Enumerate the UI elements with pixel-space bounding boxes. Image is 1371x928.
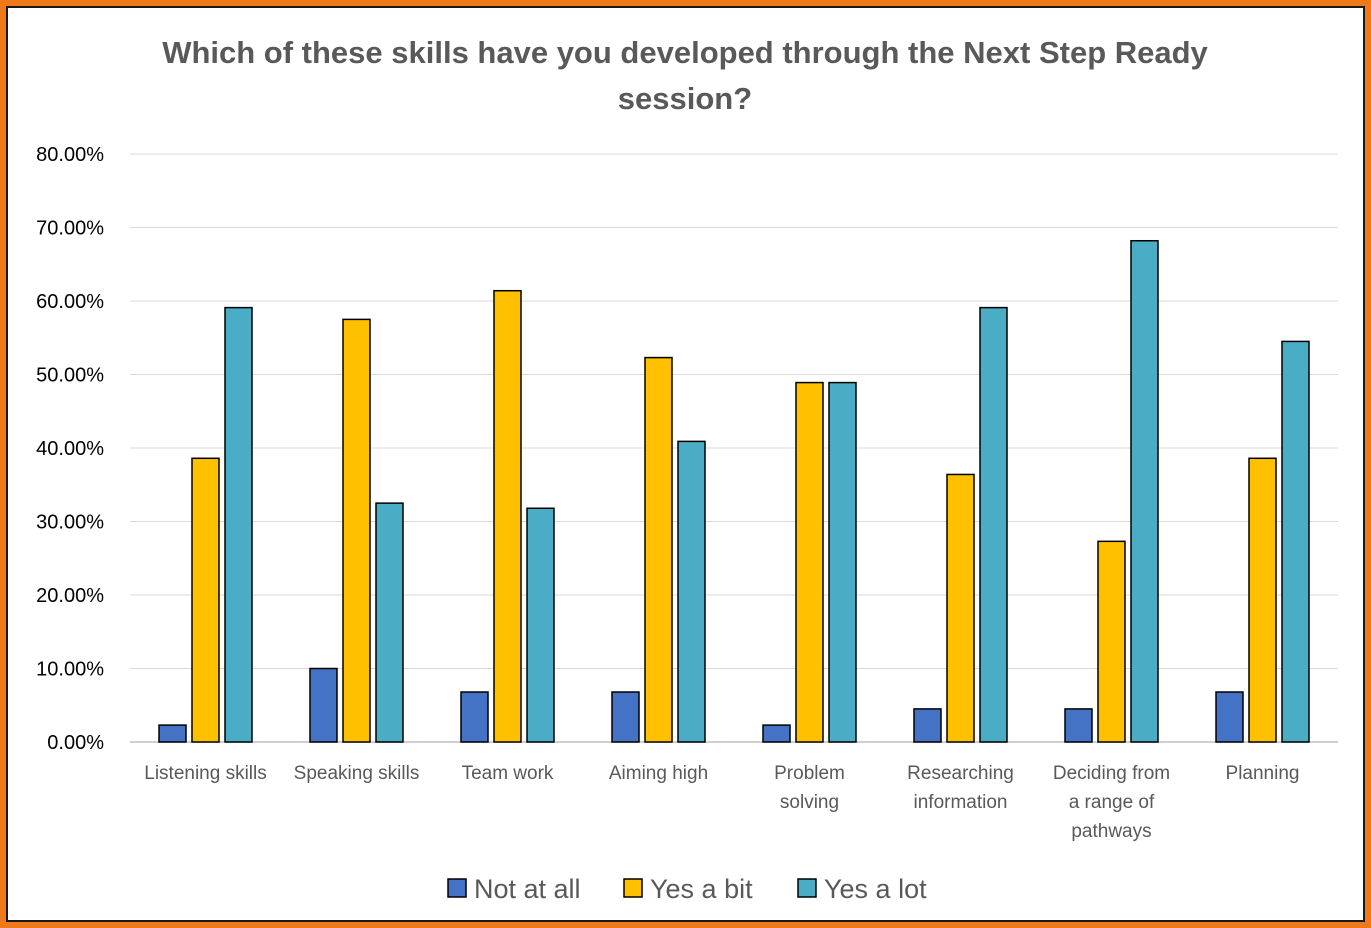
- bar-yes-a-bit: [644, 356, 673, 743]
- y-tick-label: 20.00%: [36, 585, 104, 607]
- bars: [158, 239, 1310, 743]
- legend: Not at all Yes a bit Yes a lot: [447, 874, 927, 904]
- bar-yes-a-lot: [1130, 239, 1159, 743]
- y-axis-ticks: 0.00% 10.00% 20.00% 30.00% 40.00% 50.00% 60.00…: [36, 144, 104, 754]
- y-tick-label: 40.00%: [36, 438, 104, 460]
- x-tick-label: a range of: [1069, 792, 1155, 813]
- x-tick-label: Deciding from: [1053, 763, 1170, 784]
- legend-label: Yes a lot: [824, 874, 927, 904]
- x-tick-label: pathways: [1071, 821, 1151, 842]
- x-axis-labels: Listening skills Speaking skills Team work…: [144, 763, 1299, 842]
- x-tick-label: Team work: [462, 763, 554, 784]
- x-tick-label: Listening skills: [144, 763, 267, 784]
- bar-not-at-all: [460, 691, 489, 743]
- x-tick-label: information: [914, 792, 1008, 813]
- bar-yes-a-bit: [1248, 457, 1277, 743]
- legend-label: Yes a bit: [650, 874, 753, 904]
- y-tick-label: 0.00%: [47, 732, 104, 754]
- bar-yes-a-bit: [795, 381, 824, 743]
- bar-not-at-all: [158, 724, 187, 743]
- bar-not-at-all: [913, 708, 942, 743]
- bar-yes-a-lot: [979, 306, 1008, 743]
- bar-yes-a-bit: [1097, 540, 1126, 743]
- legend-label: Not at all: [474, 874, 581, 904]
- bar-yes-a-bit: [493, 289, 522, 743]
- bar-yes-a-lot: [375, 502, 404, 743]
- x-tick-label: Planning: [1226, 763, 1300, 784]
- bar-yes-a-lot: [828, 381, 857, 743]
- bar-not-at-all: [1064, 708, 1093, 743]
- bar-not-at-all: [1215, 691, 1244, 743]
- x-tick-label: Aiming high: [609, 763, 708, 784]
- y-tick-label: 50.00%: [36, 365, 104, 387]
- bar-yes-a-bit: [342, 318, 371, 743]
- bar-not-at-all: [611, 691, 640, 743]
- y-tick-label: 60.00%: [36, 291, 104, 313]
- legend-swatch: [447, 878, 467, 898]
- x-tick-label: solving: [780, 792, 839, 813]
- legend-swatch: [623, 878, 643, 898]
- bar-yes-a-bit: [946, 473, 975, 743]
- x-tick-label: Problem: [774, 763, 845, 784]
- x-tick-label: Researching: [907, 763, 1014, 784]
- bar-yes-a-lot: [526, 507, 555, 743]
- y-tick-label: 80.00%: [36, 144, 104, 166]
- x-tick-label: Speaking skills: [294, 763, 420, 784]
- chart-title: Which of these skills have you developed…: [162, 35, 1208, 116]
- bar-yes-a-lot: [1281, 340, 1310, 743]
- bar-yes-a-lot: [224, 306, 253, 743]
- bar-yes-a-bit: [191, 457, 220, 743]
- y-tick-label: 70.00%: [36, 218, 104, 240]
- legend-swatch: [797, 878, 817, 898]
- bar-yes-a-lot: [677, 440, 706, 743]
- y-tick-label: 10.00%: [36, 659, 104, 681]
- y-tick-label: 30.00%: [36, 512, 104, 534]
- bar-not-at-all: [309, 667, 338, 743]
- bar-not-at-all: [762, 724, 791, 743]
